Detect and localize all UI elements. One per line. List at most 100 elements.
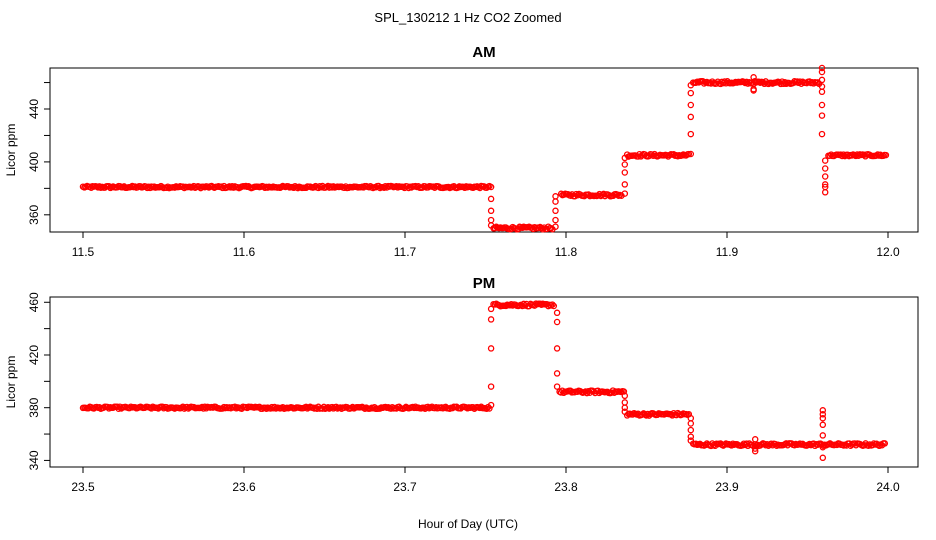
pm-data-point: [483, 405, 490, 412]
am-data-point: [687, 113, 695, 121]
am-data-point: [821, 189, 829, 196]
am-data-point: [687, 81, 695, 89]
pm-data-point: [621, 408, 629, 415]
pm-data-point: [819, 454, 827, 462]
pm-data-point: [621, 399, 629, 406]
am-data-point: [821, 157, 829, 164]
am-data-point: [487, 222, 495, 229]
pm-data-point: [819, 432, 827, 439]
am-data-point: [621, 154, 629, 162]
pm-y-tick-label: 380: [27, 397, 41, 417]
am-data-point: [755, 78, 763, 85]
pm-data-point: [487, 383, 495, 390]
pm-data-point: [819, 411, 827, 418]
pm-data-point: [159, 403, 166, 411]
pm-data-point: [687, 420, 695, 427]
pm-data-points: [79, 300, 889, 462]
pm-x-tick-label: 23.8: [554, 480, 578, 494]
pm-data-point: [621, 404, 629, 411]
am-data-point: [821, 183, 829, 191]
pm-data-point: [105, 405, 113, 412]
am-data-point: [552, 216, 559, 224]
pm-data-point: [819, 443, 827, 451]
am-plot-frame: [49, 67, 919, 233]
pm-x-tick-label: 24.0: [876, 480, 900, 494]
figure-x-axis-label: Hour of Day (UTC): [418, 517, 518, 531]
am-x-tick-label: 11.6: [233, 245, 256, 259]
pm-data-point: [263, 405, 270, 412]
am-x-tick-label: 11.9: [716, 245, 739, 259]
pm-y-tick-label: 420: [27, 345, 41, 365]
am-data-points: [79, 64, 890, 233]
am-x-tick-label: 12.0: [876, 245, 900, 259]
pm-data-point: [806, 440, 813, 448]
am-data-point: [621, 169, 629, 176]
pm-data-point: [687, 433, 695, 440]
pm-data-point: [553, 370, 561, 377]
am-data-point: [621, 161, 629, 168]
pm-x-tick-label: 23.6: [232, 480, 256, 494]
figure-title: SPL_130212 1 Hz CO2 Zoomed: [374, 10, 561, 25]
pm-x-tick-label: 23.9: [715, 480, 739, 494]
am-panel-title: AM: [472, 44, 495, 61]
am-data-point: [621, 181, 629, 188]
am-panel: AM 11.5 11.6 11.7 11.8 11.9 12.0 360 400 440 Licor…: [4, 44, 919, 259]
pm-data-point: [621, 392, 629, 400]
pm-data-point: [550, 302, 558, 310]
am-y-axis-label: Licor ppm: [4, 124, 18, 177]
am-data-point: [487, 207, 495, 215]
am-data-point: [818, 76, 826, 84]
pm-data-point: [687, 437, 695, 444]
pm-data-point: [751, 436, 759, 443]
pm-y-axis-label: Licor ppm: [4, 356, 18, 409]
pm-x-tick-label: 23.5: [71, 480, 95, 494]
am-data-point: [552, 198, 559, 205]
pm-data-point: [553, 383, 561, 390]
am-data-point: [818, 130, 826, 138]
am-data-point: [750, 80, 757, 88]
am-data-point: [567, 192, 574, 199]
am-data-point: [818, 101, 826, 109]
pm-data-point: [819, 414, 827, 422]
am-data-point: [750, 74, 757, 81]
pm-data-point: [881, 440, 889, 447]
am-data-point: [687, 150, 695, 158]
am-data-point: [818, 112, 826, 119]
am-data-point: [818, 88, 826, 96]
am-data-point: [487, 195, 495, 203]
pm-data-point: [767, 440, 775, 447]
pm-data-point: [231, 403, 239, 411]
am-data-point: [572, 190, 580, 198]
pm-plot-frame: [49, 296, 919, 468]
am-x-tick-label: 11.7: [394, 245, 417, 259]
am-data-point: [821, 173, 829, 180]
pm-panel-title: PM: [473, 275, 496, 292]
pm-data-point: [865, 442, 872, 449]
am-x-tick-label: 11.5: [72, 245, 95, 259]
pm-data-point: [751, 447, 759, 455]
pm-data-point: [487, 401, 495, 409]
pm-data-point: [819, 421, 827, 429]
pm-y-tick-label: 340: [27, 450, 41, 470]
am-data-point: [687, 130, 695, 138]
am-data-point: [487, 183, 495, 191]
pm-data-point: [549, 301, 556, 308]
pm-data-point: [486, 405, 493, 412]
am-data-point: [750, 87, 757, 94]
am-data-point: [552, 223, 559, 230]
pm-x-tick-label: 23.7: [393, 480, 417, 494]
am-data-point: [821, 165, 829, 172]
am-y-tick-label: 360: [27, 204, 41, 224]
pm-panel: PM 23.5 23.6 23.7 23.8 23.9 24.0 340 380 420 460 Li…: [4, 275, 919, 494]
am-data-point: [818, 68, 826, 76]
pm-data-point: [620, 388, 628, 395]
am-data-point: [818, 64, 826, 72]
pm-data-point: [729, 440, 737, 447]
am-data-point: [882, 151, 890, 159]
pm-data-point: [487, 345, 495, 352]
am-y-tick-label: 400: [27, 152, 41, 172]
pm-data-point: [508, 300, 515, 308]
am-data-point: [487, 216, 495, 224]
am-data-point: [821, 181, 829, 188]
